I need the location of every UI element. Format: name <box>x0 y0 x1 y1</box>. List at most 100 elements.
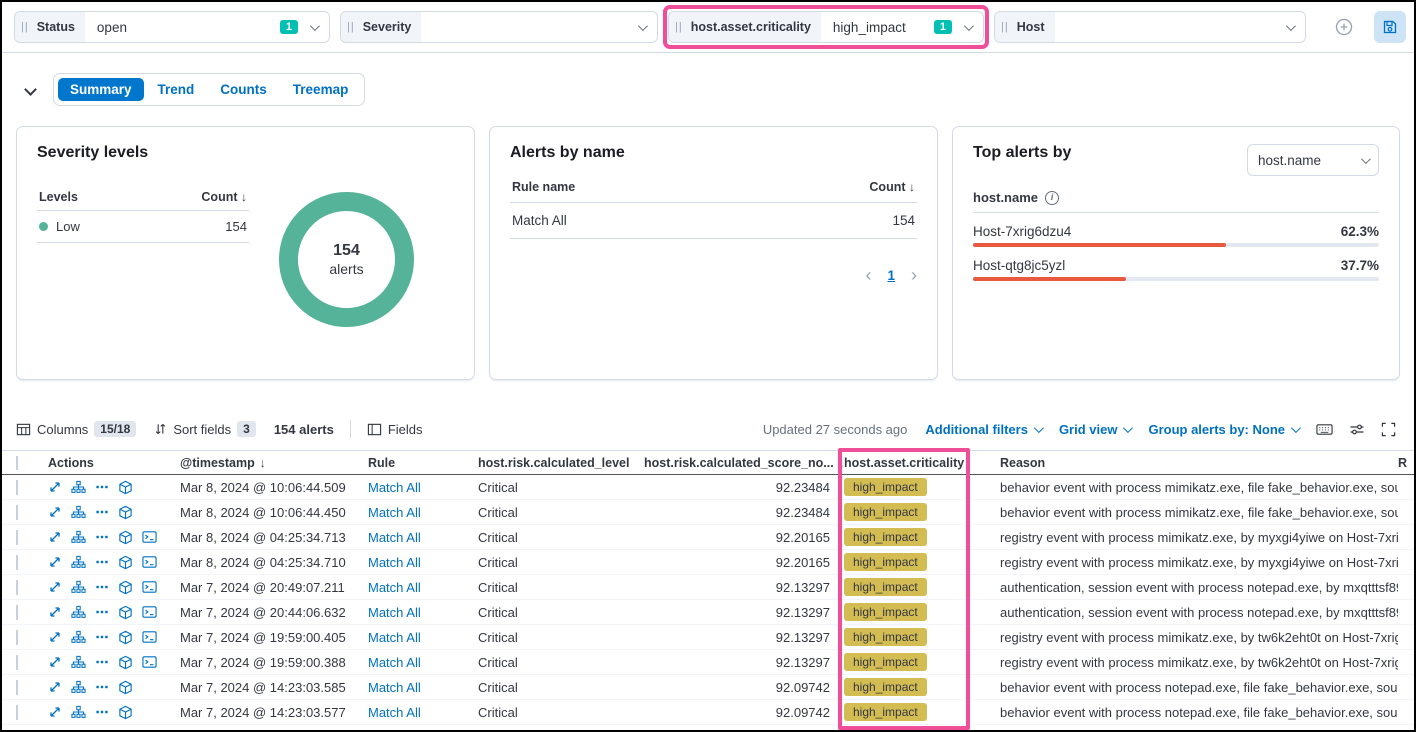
expand-alert-icon[interactable] <box>48 680 62 694</box>
expand-alert-icon[interactable] <box>48 630 62 644</box>
analyze-event-icon[interactable] <box>71 505 86 519</box>
expand-alert-icon[interactable] <box>48 655 62 669</box>
investigate-in-timeline-icon[interactable] <box>118 580 133 595</box>
analyze-event-icon[interactable] <box>71 480 86 494</box>
alert-reason[interactable]: behavior event with process mimikatz.exe… <box>1000 479 1398 495</box>
header-risk-score[interactable]: host.risk.calculated_score_no... ↓ <box>644 455 844 470</box>
alert-rule-link[interactable]: Match All <box>368 704 421 720</box>
row-checkbox[interactable] <box>16 654 18 670</box>
alert-reason[interactable]: behavior event with process notepad.exe,… <box>1000 704 1398 720</box>
session-view-icon[interactable] <box>142 655 157 669</box>
investigate-in-timeline-icon[interactable] <box>118 680 133 695</box>
keyboard-shortcuts-icon[interactable] <box>1316 422 1333 437</box>
tab-trend[interactable]: Trend <box>146 78 207 101</box>
alert-rule-link[interactable]: Match All <box>368 629 421 645</box>
filter-pill-severity[interactable]: || Severity <box>340 11 658 43</box>
alert-rule-link[interactable]: Match All <box>368 504 421 520</box>
expand-alert-icon[interactable] <box>48 580 62 594</box>
alert-rule-link[interactable]: Match All <box>368 604 421 620</box>
expand-alert-icon[interactable] <box>48 555 62 569</box>
select-all-checkbox[interactable] <box>16 455 18 470</box>
expand-alert-icon[interactable] <box>48 505 62 519</box>
session-view-icon[interactable] <box>142 580 157 594</box>
analyze-event-icon[interactable] <box>71 655 86 669</box>
more-actions-icon[interactable] <box>95 480 109 494</box>
header-asset-criticality[interactable]: host.asset.criticality <box>844 455 965 470</box>
session-view-icon[interactable] <box>142 530 157 544</box>
investigate-in-timeline-icon[interactable] <box>118 630 133 645</box>
more-actions-icon[interactable] <box>95 680 109 694</box>
additional-filters-button[interactable]: Additional filters <box>925 422 1044 437</box>
top-alerts-field-select[interactable]: host.name <box>1247 144 1379 176</box>
row-checkbox[interactable] <box>16 479 18 495</box>
alert-reason[interactable]: registry event with process mimikatz.exe… <box>1000 529 1398 545</box>
row-checkbox[interactable] <box>16 629 18 645</box>
header-timestamp[interactable]: @timestamp ↓ <box>180 455 266 470</box>
analyze-event-icon[interactable] <box>71 680 86 694</box>
investigate-in-timeline-icon[interactable] <box>118 655 133 670</box>
expand-alert-icon[interactable] <box>48 605 62 619</box>
header-rule[interactable]: Rule <box>368 455 396 470</box>
row-checkbox[interactable] <box>16 529 18 545</box>
more-actions-icon[interactable] <box>95 555 109 569</box>
more-actions-icon[interactable] <box>95 505 109 519</box>
alert-reason[interactable]: registry event with process mimikatz.exe… <box>1000 554 1398 570</box>
investigate-in-timeline-icon[interactable] <box>118 480 133 495</box>
tab-summary[interactable]: Summary <box>58 78 144 101</box>
drag-handle-icon[interactable]: || <box>21 21 29 33</box>
save-query-button[interactable] <box>1374 11 1406 43</box>
header-risk-level[interactable]: host.risk.calculated_level <box>478 455 630 470</box>
display-options-icon[interactable] <box>1349 422 1365 437</box>
row-checkbox[interactable] <box>16 504 18 520</box>
investigate-in-timeline-icon[interactable] <box>118 705 133 720</box>
alert-rule-link[interactable]: Match All <box>368 554 421 570</box>
row-checkbox[interactable] <box>16 554 18 570</box>
group-alerts-by-button[interactable]: Group alerts by: None <box>1148 422 1301 437</box>
expand-alert-icon[interactable] <box>48 705 62 719</box>
fullscreen-icon[interactable] <box>1381 422 1396 437</box>
alert-reason[interactable]: authentication, session event with proce… <box>1000 579 1398 595</box>
filter-pill-host-asset-criticality[interactable]: || host.asset.criticality high_impact 1 <box>663 5 989 49</box>
grid-view-button[interactable]: Grid view <box>1059 422 1134 437</box>
alert-rule-link[interactable]: Match All <box>368 529 421 545</box>
add-filter-button[interactable] <box>1328 11 1360 43</box>
col-count[interactable]: Count ↓ <box>201 190 247 204</box>
drag-handle-icon[interactable]: || <box>1001 21 1009 33</box>
alert-rule-link[interactable]: Match All <box>368 679 421 695</box>
alert-reason[interactable]: registry event with process mimikatz.exe… <box>1000 654 1398 670</box>
analyze-event-icon[interactable] <box>71 555 86 569</box>
investigate-in-timeline-icon[interactable] <box>118 530 133 545</box>
more-actions-icon[interactable] <box>95 605 109 619</box>
sort-fields-button[interactable]: Sort fields 3 <box>154 421 256 437</box>
analyze-event-icon[interactable] <box>71 630 86 644</box>
more-actions-icon[interactable] <box>95 655 109 669</box>
analyze-event-icon[interactable] <box>71 580 86 594</box>
expand-alert-icon[interactable] <box>48 480 62 494</box>
session-view-icon[interactable] <box>142 555 157 569</box>
row-checkbox[interactable] <box>16 579 18 595</box>
next-page-icon[interactable]: › <box>911 265 917 285</box>
row-checkbox[interactable] <box>16 679 18 695</box>
more-actions-icon[interactable] <box>95 705 109 719</box>
collapse-charts-chevron-icon[interactable] <box>24 83 37 96</box>
session-view-icon[interactable] <box>142 605 157 619</box>
analyze-event-icon[interactable] <box>71 530 86 544</box>
col-count[interactable]: Count ↓ <box>869 180 915 194</box>
alert-reason[interactable]: authentication, session event with proce… <box>1000 604 1398 620</box>
host-name[interactable]: Host-7xrig6dzu4 <box>973 224 1072 239</box>
row-checkbox[interactable] <box>16 604 18 620</box>
alert-rule-link[interactable]: Match All <box>368 479 421 495</box>
filter-pill-status[interactable]: || Status open 1 <box>14 11 330 43</box>
header-reason[interactable]: Reason <box>1000 455 1046 470</box>
drag-handle-icon[interactable]: || <box>347 21 355 33</box>
more-actions-icon[interactable] <box>95 580 109 594</box>
fields-button[interactable]: Fields <box>367 422 423 437</box>
filter-pill-host[interactable]: || Host <box>994 11 1306 43</box>
alert-reason[interactable]: behavior event with process notepad.exe,… <box>1000 679 1398 695</box>
more-actions-icon[interactable] <box>95 630 109 644</box>
alert-reason[interactable]: behavior event with process mimikatz.exe… <box>1000 504 1398 520</box>
host-name[interactable]: Host-qtg8jc5yzl <box>973 258 1066 273</box>
investigate-in-timeline-icon[interactable] <box>118 505 133 520</box>
tab-counts[interactable]: Counts <box>208 78 279 101</box>
analyze-event-icon[interactable] <box>71 705 86 719</box>
